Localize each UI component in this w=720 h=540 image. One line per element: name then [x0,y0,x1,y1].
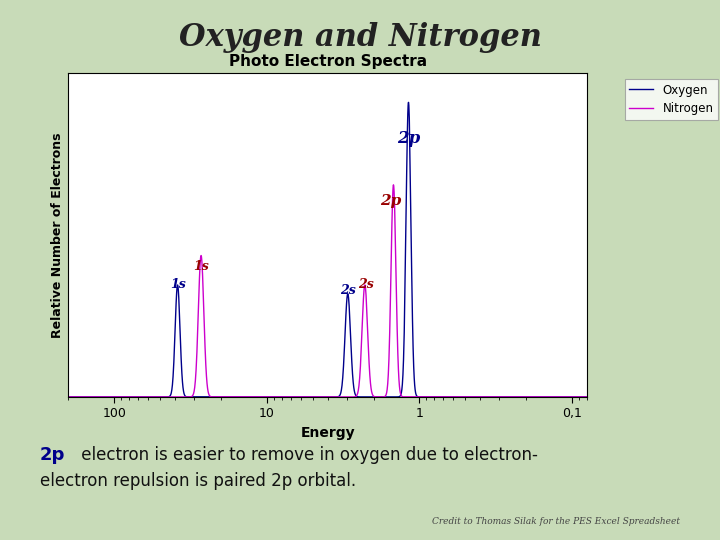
X-axis label: Energy: Energy [300,426,355,440]
Oxygen [582,394,591,400]
Nitrogen [389,181,397,188]
Title: Photo Electron Spectra: Photo Electron Spectra [228,54,427,69]
Text: 1s: 1s [170,278,186,291]
Oxygen [395,394,403,400]
Text: Credit to Thomas Silak for the PES Excel Spreadsheet: Credit to Thomas Silak for the PES Excel… [432,517,680,526]
Nitrogen [276,394,284,400]
Nitrogen [198,268,207,275]
Oxygen [198,394,207,400]
Oxygen [253,394,261,400]
Text: 2p: 2p [379,194,401,208]
Text: 2s: 2s [358,278,374,291]
Text: 2p: 2p [397,130,420,146]
Text: electron is easier to remove in oxygen due to electron-: electron is easier to remove in oxygen d… [76,446,537,463]
Oxygen [171,336,179,343]
Oxygen [64,394,73,400]
Nitrogen [64,394,73,400]
Nitrogen [171,394,179,400]
Oxygen [557,394,565,400]
Text: 2s: 2s [340,284,356,297]
Text: electron repulsion is paired 2p orbital.: electron repulsion is paired 2p orbital. [40,472,356,490]
Nitrogen [253,394,261,400]
Text: Oxygen and Nitrogen: Oxygen and Nitrogen [179,22,541,52]
Oxygen [404,99,413,106]
Text: 2p: 2p [40,446,65,463]
Line: Nitrogen: Nitrogen [68,185,587,397]
Legend: Oxygen, Nitrogen: Oxygen, Nitrogen [625,79,719,120]
Nitrogen [395,379,403,386]
Oxygen [276,394,284,400]
Nitrogen [557,394,565,400]
Nitrogen [582,394,591,400]
Y-axis label: Relative Number of Electrons: Relative Number of Electrons [51,132,64,338]
Line: Oxygen: Oxygen [68,103,587,397]
Text: 1s: 1s [193,260,209,273]
